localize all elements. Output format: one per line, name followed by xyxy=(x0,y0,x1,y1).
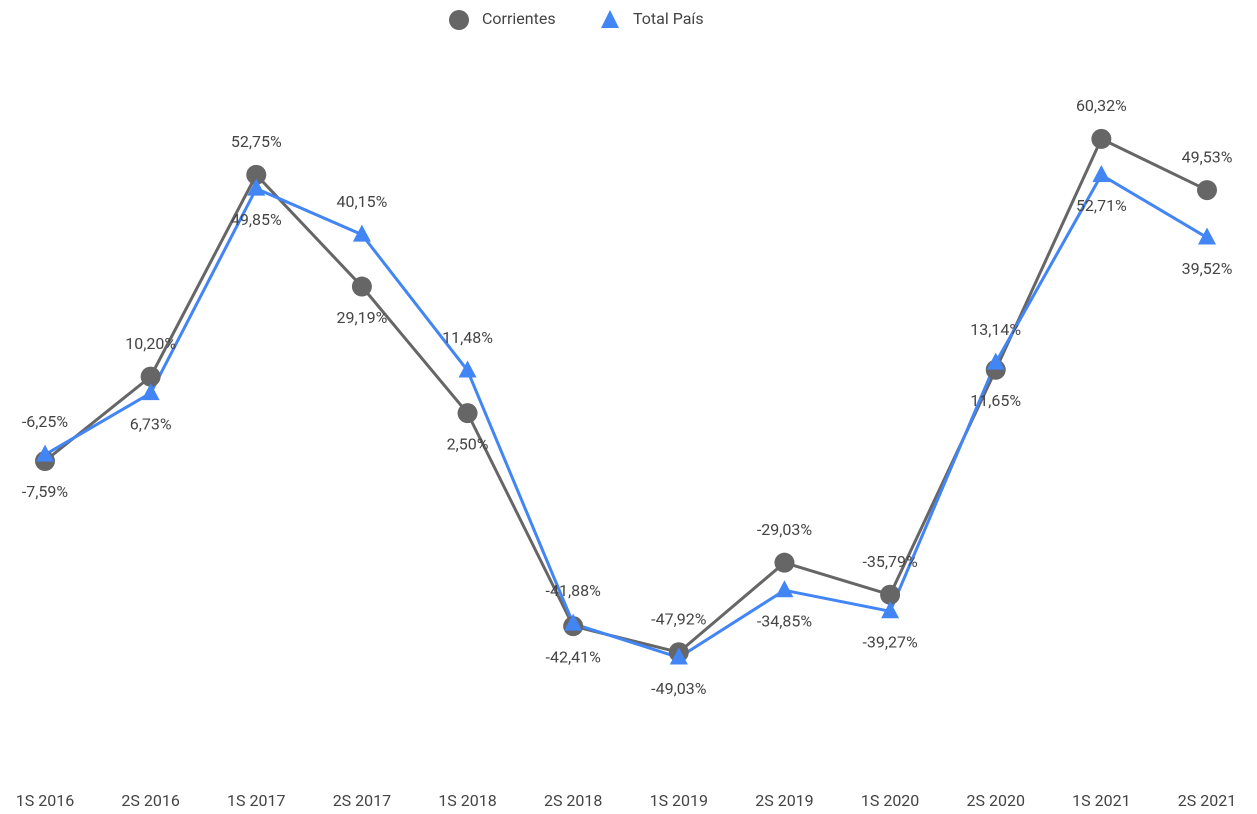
point xyxy=(880,584,901,605)
data-label: -35,79% xyxy=(862,552,918,571)
x-tick-label: 1S 2018 xyxy=(438,791,496,810)
x-tick-label: 1S 2019 xyxy=(650,791,708,810)
data-label: 2,50% xyxy=(447,434,489,453)
point xyxy=(986,352,1005,370)
data-label: -47,92% xyxy=(651,609,707,628)
data-label: -7,59% xyxy=(22,482,69,501)
point xyxy=(351,276,372,297)
x-tick-label: 2S 2019 xyxy=(755,791,813,810)
series-line xyxy=(44,136,1208,654)
point xyxy=(774,552,795,573)
x-tick-label: 2S 2017 xyxy=(333,791,391,810)
data-label: 6,73% xyxy=(130,414,172,433)
data-label: -41,88% xyxy=(546,581,602,600)
data-label: -39,27% xyxy=(862,632,918,651)
data-label: 40,15% xyxy=(336,192,387,211)
point xyxy=(141,383,160,401)
point xyxy=(881,601,900,619)
point xyxy=(1091,128,1112,149)
legend-marker xyxy=(601,10,619,28)
data-label: 11,65% xyxy=(970,391,1021,410)
x-tick-label: 1S 2021 xyxy=(1072,791,1130,810)
point xyxy=(458,360,477,378)
data-label: 39,52% xyxy=(1182,259,1233,278)
legend-label: Total País xyxy=(633,9,704,28)
x-tick-label: 1S 2016 xyxy=(16,791,74,810)
x-tick-label: 2S 2016 xyxy=(121,791,179,810)
data-label: 10,20% xyxy=(125,334,176,353)
legend-marker xyxy=(449,10,469,30)
x-tick-label: 1S 2017 xyxy=(227,791,285,810)
x-tick-label: 2S 2021 xyxy=(1178,791,1236,810)
point xyxy=(564,613,583,631)
point xyxy=(247,178,266,196)
point xyxy=(457,403,478,424)
x-tick-label: 2S 2018 xyxy=(544,791,602,810)
data-label: 52,71% xyxy=(1076,196,1127,215)
x-tick-label: 2S 2020 xyxy=(967,791,1025,810)
data-label: -29,03% xyxy=(757,520,813,539)
data-label: -34,85% xyxy=(757,612,813,631)
data-label: 11,48% xyxy=(442,328,493,347)
point xyxy=(36,444,54,462)
point xyxy=(140,366,161,387)
legend-label: Corrientes xyxy=(482,9,556,28)
series-line xyxy=(44,172,1208,660)
data-label: 13,14% xyxy=(970,320,1021,339)
data-label: 49,85% xyxy=(231,210,282,229)
data-label: 60,32% xyxy=(1076,96,1127,115)
point xyxy=(669,647,688,665)
data-label: 52,75% xyxy=(231,132,282,151)
data-label: -6,25% xyxy=(22,412,69,431)
point xyxy=(246,164,267,185)
data-label: -49,03% xyxy=(651,679,707,698)
data-label: -42,41% xyxy=(546,647,602,666)
data-label: 49,53% xyxy=(1182,147,1233,166)
x-tick-label: 1S 2020 xyxy=(861,791,919,810)
point xyxy=(775,580,794,598)
point xyxy=(1092,165,1111,183)
data-label: 29,19% xyxy=(336,308,387,327)
point xyxy=(1198,227,1216,245)
point xyxy=(352,224,371,242)
point xyxy=(1197,180,1217,201)
